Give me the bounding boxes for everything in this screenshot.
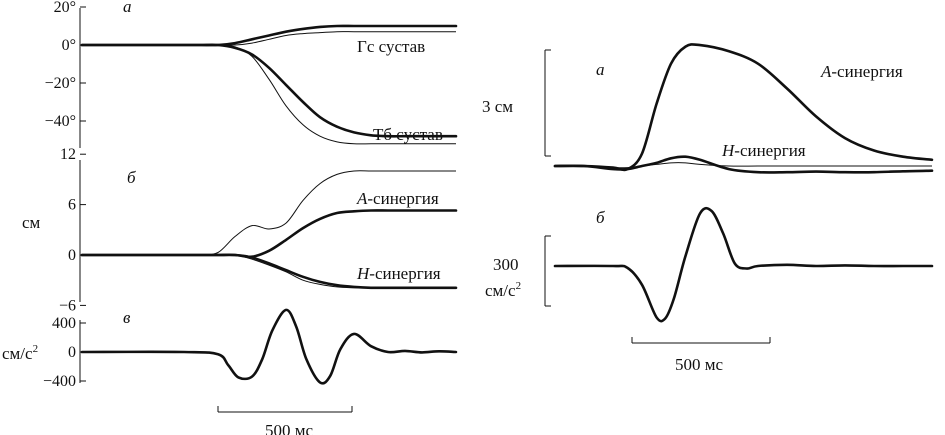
left-panel-a: 20° 0° −20° −40° а Гс сустав Тб сустав	[45, 0, 458, 148]
right-b-scale-bar	[544, 235, 551, 307]
left-panel-c: 400 0 −400 в см/с2 500 мс	[2, 308, 458, 435]
right-b-panel-letter: б	[596, 208, 605, 227]
left-a-panel-letter: а	[123, 0, 132, 16]
right-panel-a: 3 см а А-синергия Н-синергия	[482, 43, 934, 174]
left-a-ytick-label-0: 20°	[54, 0, 76, 16]
right-panel-b: 300 см/с2 б 500 мс	[485, 206, 934, 374]
left-b-ytick-label-1: 6	[68, 197, 76, 214]
right-b-scale-bar-value: 300	[493, 255, 519, 274]
left-a-series-тб-сустав-thin-3	[82, 44, 456, 145]
left-b-series-a-синергия-thin-0	[82, 170, 456, 256]
right-a-scale-bar-label: 3 см	[482, 97, 513, 116]
left-a-ytick-label-3: −40°	[45, 113, 76, 130]
left-c-y-label: см/с2	[2, 343, 38, 363]
left-c-panel-letter: в	[123, 308, 131, 327]
left-b-series-h-синергия-thick-3	[80, 253, 458, 290]
left-b-label-a-synergy: А-синергия	[356, 189, 439, 208]
left-b-panel-letter: б	[127, 168, 136, 187]
left-b-ytick-label-2: 0	[68, 247, 76, 264]
right-b-series-trace-thick-0	[553, 206, 934, 323]
left-c-series-trace-thick-0	[80, 308, 458, 385]
right-a-panel-letter: а	[596, 60, 605, 79]
left-a-label-tb-joint: Тб сустав	[373, 125, 443, 144]
right-a-label-h-synergy: Н-синергия	[721, 141, 806, 160]
left-panel-b: 12 6 0 −6 б см А-синергия Н-синергия	[22, 146, 458, 314]
left-c-ytick-label-2: −400	[43, 373, 76, 390]
right-b-scale-bar-unit: см/с2	[485, 280, 521, 300]
left-a-label-gs-joint: Гс сустав	[357, 37, 425, 56]
left-b-y-label: см	[22, 213, 41, 232]
left-a-ytick-label-2: −20°	[45, 75, 76, 92]
right-a-scale-bar	[544, 49, 551, 157]
left-b-label-h-synergy: Н-синергия	[356, 264, 441, 283]
right-a-series-h-синергия-thin-2	[554, 162, 932, 169]
right-a-series-h-синергия-thick-1	[553, 155, 934, 174]
left-b-ytick-label-3: −6	[59, 297, 76, 314]
right-time-scale-bar-label: 500 мс	[675, 355, 724, 374]
left-c-ytick-label-1: 0	[68, 344, 76, 361]
left-b-series-a-синергия-thick-1	[80, 209, 458, 259]
left-a-ytick-label-1: 0°	[62, 37, 76, 54]
left-c-ytick-label-0: 400	[52, 315, 76, 332]
right-a-label-a-synergy: А-синергия	[820, 62, 903, 81]
left-b-ytick-label-0: 12	[60, 146, 76, 163]
left-a-series-тб-сустав-thick-2	[80, 43, 458, 138]
left-time-scale-bar-label: 500 мс	[265, 421, 314, 435]
